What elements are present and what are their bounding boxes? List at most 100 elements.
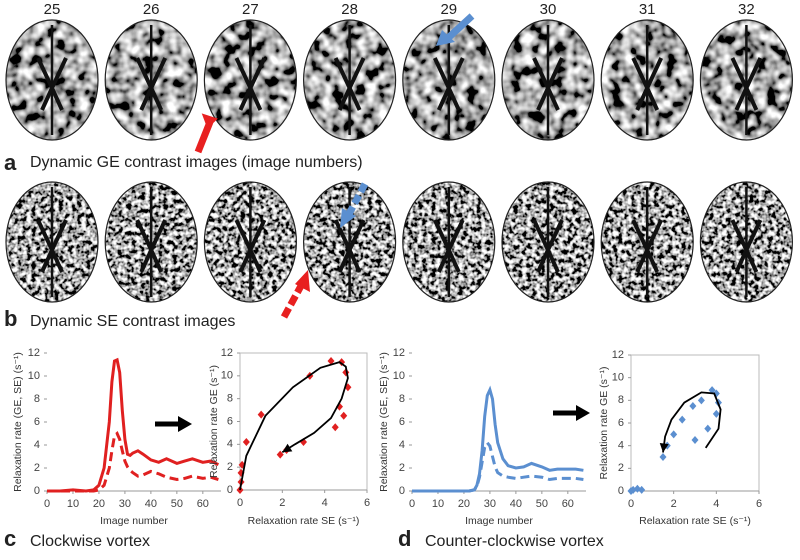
y-tick-label: 4 <box>34 439 40 451</box>
brain-outline <box>501 181 595 303</box>
point <box>331 423 339 432</box>
image-number: 32 <box>738 1 755 18</box>
series-line <box>47 431 219 493</box>
brain-outline <box>303 181 397 303</box>
y-tick-label: 2 <box>618 462 624 474</box>
point <box>670 430 678 439</box>
ventricles <box>36 219 68 273</box>
y-tick-label: 2 <box>399 462 405 474</box>
image-number: 30 <box>540 1 557 18</box>
point <box>689 402 697 410</box>
brain-outline <box>104 181 198 303</box>
y-tick-label: 8 <box>34 393 40 405</box>
chart: 0 2 4 6 8 10 12 0 10 20 30 40 50 60 Image number Relaxa… <box>378 347 586 527</box>
ventricles <box>432 219 465 273</box>
x-axis-label: Image number <box>465 515 533 527</box>
ventricles <box>234 57 267 111</box>
brain-outline <box>699 181 794 303</box>
y-tick-label: 2 <box>227 461 233 473</box>
x-tick-label: 0 <box>409 498 415 510</box>
y-axis-label: Relaxation rate (GE, SE) (s⁻¹) <box>12 352 24 492</box>
ventricles <box>730 219 763 273</box>
point <box>638 485 646 494</box>
brain-image <box>204 182 297 302</box>
brain-outline <box>402 181 496 303</box>
y-tick-label: 2 <box>34 462 40 474</box>
point <box>691 436 699 444</box>
point <box>242 438 250 447</box>
chart: 0 2 4 6 8 10 12 0 2 4 6 Relaxation rate SE (s⁻¹) Rel… <box>598 349 762 527</box>
series-line <box>412 439 584 493</box>
y-tick-label: 4 <box>618 440 624 452</box>
ventricles <box>631 57 664 111</box>
ventricles <box>135 219 168 273</box>
y-tick-label: 12 <box>393 347 405 359</box>
x-tick-label: 40 <box>510 498 522 510</box>
black-arrowhead <box>576 405 590 421</box>
brain-outline <box>699 19 794 141</box>
y-tick-label: 10 <box>612 372 624 384</box>
y-axis-label: Relaxation rate GE (s⁻¹) <box>598 367 610 480</box>
x-tick-label: 50 <box>536 498 548 510</box>
x-tick-label: 60 <box>197 498 209 510</box>
ventricles <box>333 57 366 111</box>
y-tick-label: 8 <box>227 393 233 405</box>
red-arrowhead <box>201 113 218 129</box>
panel-caption: Counter-clockwise vortex <box>425 533 604 550</box>
panel-letter: c <box>4 526 16 551</box>
y-tick-label: 10 <box>393 370 405 382</box>
point <box>276 450 284 459</box>
image-rows: 25 26 27 28 29 30 31 32 <box>5 1 794 303</box>
brain-outline <box>402 19 496 141</box>
y-axis-label: Relaxation rate (GE, SE) (s⁻¹) <box>378 352 390 492</box>
brain-image <box>6 20 98 140</box>
brain-image <box>502 182 594 302</box>
x-axis-label: Image number <box>100 515 168 527</box>
x-tick-label: 0 <box>44 498 50 510</box>
x-tick-label: 50 <box>171 498 183 510</box>
panel-letter: d <box>398 526 411 551</box>
brain-image <box>303 20 396 140</box>
ventricles <box>36 57 68 111</box>
x-tick-label: 6 <box>364 497 370 509</box>
brain-outline <box>600 19 694 141</box>
y-tick-label: 12 <box>28 347 40 359</box>
loop-curve <box>239 361 349 491</box>
panel-caption: Dynamic SE contrast images <box>30 313 235 330</box>
annotations <box>155 13 590 432</box>
red-arrowhead <box>295 270 310 292</box>
brain-outline <box>501 19 595 141</box>
point <box>708 386 716 395</box>
brain-image <box>601 182 694 302</box>
brain-image <box>700 182 793 302</box>
blue-arrow <box>345 182 369 216</box>
loop-curve <box>662 391 722 453</box>
point <box>327 356 335 365</box>
curve-arrowhead <box>282 443 293 453</box>
y-axis-label: Relaxation rate GE (s⁻¹) <box>208 365 220 478</box>
panel-caption: Dynamic GE contrast images (image number… <box>30 154 363 171</box>
y-tick-label: 0 <box>227 484 233 496</box>
y-tick-label: 8 <box>399 393 405 405</box>
ventricles <box>234 219 267 273</box>
y-tick-label: 4 <box>399 439 405 451</box>
blue-arrowhead <box>340 208 356 228</box>
blue-arrowhead <box>436 30 455 46</box>
y-tick-label: 0 <box>618 485 624 497</box>
chart: 0 2 4 6 8 10 12 0 2 4 6 Relaxation rate SE (s⁻¹) Rel… <box>208 347 370 527</box>
ventricles <box>333 219 366 273</box>
brain-outline <box>600 181 694 303</box>
y-tick-label: 6 <box>227 415 233 427</box>
series-line <box>47 357 220 493</box>
x-tick-label: 0 <box>628 498 634 510</box>
y-tick-label: 12 <box>612 349 624 361</box>
series-line <box>412 385 584 493</box>
image-number: 26 <box>143 1 160 18</box>
brain-image <box>502 20 594 140</box>
image-number: 25 <box>44 1 61 18</box>
x-tick-label: 30 <box>119 498 131 510</box>
x-axis-label: Relaxation rate SE (s⁻¹) <box>639 515 751 527</box>
y-tick-label: 0 <box>399 485 405 497</box>
